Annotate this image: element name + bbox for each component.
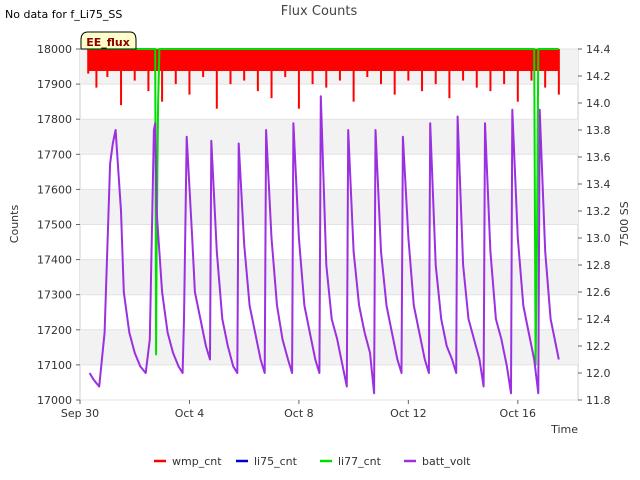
axes: 17000 17100 17200 17300 17400 17500 17600 17700…: [37, 43, 611, 420]
y2-tick-label: 11.8: [586, 394, 611, 407]
y-tick-label: 17900: [37, 78, 72, 91]
y-tick-label: 17100: [37, 359, 72, 372]
x-tick-label: Oct 4: [175, 407, 205, 420]
y2-tick-label: 13.8: [586, 124, 611, 137]
legend-label: li75_cnt: [254, 455, 298, 468]
y-tick-label: 17200: [37, 324, 72, 337]
y-tick-label: 17800: [37, 113, 72, 126]
legend-label: batt_volt: [422, 455, 471, 468]
y2-axis-label: 7500 SS: [618, 201, 631, 246]
x-tick-label: Oct 8: [284, 407, 314, 420]
legend: wmp_cnt li75_cnt li77_cnt batt_volt: [154, 455, 471, 468]
y2-tick-label: 14.0: [586, 97, 611, 110]
y2-tick-label: 13.4: [586, 178, 611, 191]
y2-tick-label: 12.4: [586, 313, 611, 326]
series-wmp_cnt-band: [88, 49, 559, 71]
legend-item-batt_volt: batt_volt: [404, 455, 471, 468]
no-data-note: No data for f_Li75_SS: [5, 8, 122, 21]
x-tick-label: Oct 16: [500, 407, 537, 420]
y2-tick-label: 13.0: [586, 232, 611, 245]
y-axis-label: Counts: [8, 205, 21, 244]
badge-label: EE_flux: [86, 36, 130, 49]
x-axis-label: Time: [550, 423, 578, 436]
y2-tick-label: 12.8: [586, 259, 611, 272]
legend-item-wmp_cnt: wmp_cnt: [154, 455, 222, 468]
y-tick-label: 18000: [37, 43, 72, 56]
series-layer: [87, 48, 560, 395]
legend-item-li77_cnt: li77_cnt: [320, 455, 382, 468]
series-batt_volt-line: [88, 95, 560, 395]
y-tick-label: 17500: [37, 219, 72, 232]
grid-band: [80, 119, 578, 155]
series-li77_cnt-line: [88, 48, 559, 366]
x-tick-label: Sep 30: [61, 407, 99, 420]
ee-flux-badge: EE_flux: [80, 31, 137, 50]
grid-band: [80, 189, 578, 225]
y2-tick-label: 12.6: [586, 286, 611, 299]
y-tick-label: 17600: [37, 183, 72, 196]
y-tick-label: 17000: [37, 394, 72, 407]
y2-tick-label: 12.0: [586, 367, 611, 380]
legend-label: li77_cnt: [338, 455, 382, 468]
legend-label: wmp_cnt: [172, 455, 222, 468]
legend-item-li75_cnt: li75_cnt: [236, 455, 298, 468]
y-tick-label: 17700: [37, 148, 72, 161]
grid-band: [80, 329, 578, 365]
y-tick-label: 17400: [37, 254, 72, 267]
y2-tick-label: 12.2: [586, 340, 611, 353]
y-tick-label: 17300: [37, 289, 72, 302]
y2-tick-label: 14.2: [586, 70, 611, 83]
y2-tick-label: 14.4: [586, 43, 611, 56]
y2-tick-label: 13.6: [586, 151, 611, 164]
chart-title: Flux Counts: [281, 4, 358, 19]
y2-tick-label: 13.2: [586, 205, 611, 218]
x-tick-label: Oct 12: [390, 407, 427, 420]
